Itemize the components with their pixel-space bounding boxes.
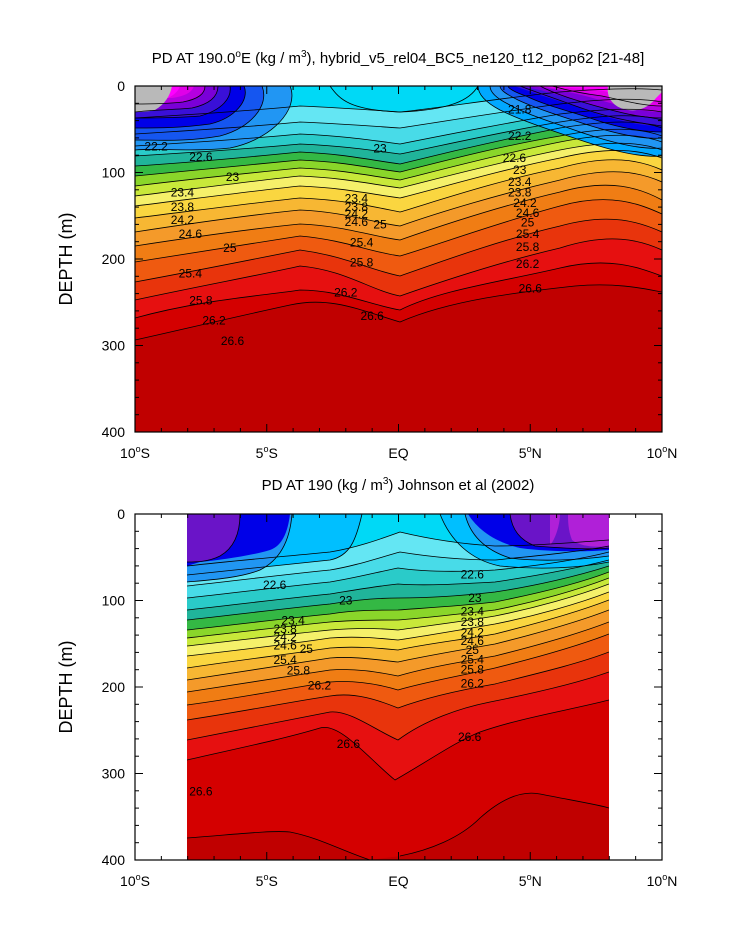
contour-label: 23: [373, 141, 387, 155]
contour-label: 22.6: [503, 151, 527, 165]
contour-label: 23.8: [345, 200, 369, 214]
contour-label: 24.2: [274, 630, 298, 644]
contour-label: 25.4: [179, 267, 203, 281]
contour-label: 26.6: [337, 737, 361, 751]
contour-label: 23.8: [508, 185, 532, 199]
y-tick-label: 200: [102, 679, 126, 695]
contour-label: 25.4: [350, 236, 374, 250]
contour-label: 26.2: [334, 286, 358, 300]
contour-label: 23: [339, 594, 353, 608]
contour-label: 22.6: [189, 150, 213, 164]
contour-label: 25: [373, 217, 387, 231]
contour-label: 25.8: [350, 255, 374, 269]
contour-label: 25.8: [189, 294, 213, 308]
x-tick-label: 5oN: [519, 444, 542, 461]
y-tick-label: 0: [117, 506, 125, 522]
contour-label: 24.6: [345, 215, 369, 229]
contour-label: 23.4: [281, 613, 305, 627]
contour-label: 23.8: [171, 200, 195, 214]
contour-label: 25.4: [516, 227, 540, 241]
chart-title-1: PD AT 190.0oE (kg / m3), hybrid_v5_rel04…: [152, 49, 645, 67]
contour-label: 26.2: [516, 257, 540, 271]
x-tick-label: 10oN: [647, 444, 678, 461]
y-tick-label: 400: [102, 852, 126, 868]
contour-label: 22.2: [144, 140, 168, 154]
contour-label: 25.8: [461, 663, 485, 677]
x-tick-label: 5oN: [519, 872, 542, 889]
y-tick-label: 200: [102, 251, 126, 267]
contour-label: 26.6: [221, 334, 245, 348]
contour-label: 24.2: [461, 626, 485, 640]
contour-label: 25.4: [461, 652, 485, 666]
contour-label: 25.8: [516, 240, 540, 254]
contour-label: 23: [513, 163, 527, 177]
contour-label: 26.6: [519, 281, 543, 295]
x-tick-label: EQ: [388, 873, 408, 889]
contour-label: 26.6: [189, 785, 213, 799]
chart-title-2: PD AT 190 (kg / m3) Johnson et al (2002): [262, 476, 535, 494]
y-axis-label-1: DEPTH (m): [56, 213, 76, 306]
y-axis-label-2: DEPTH (m): [56, 641, 76, 734]
contour-label: 26.2: [461, 677, 485, 691]
y-tick-label: 100: [102, 165, 126, 181]
y-tick-label: 300: [102, 338, 126, 354]
contour-label: 23.4: [461, 605, 485, 619]
contour-label: 24.6: [274, 638, 298, 652]
y-tick-label: 100: [102, 593, 126, 609]
contour-label: 26.2: [308, 678, 332, 692]
contour-label: 25.8: [287, 664, 311, 678]
contour-label: 26.2: [202, 313, 226, 327]
contour-label: 23: [468, 591, 482, 605]
contour-field-2: [187, 514, 609, 860]
x-tick-label: 5oS: [256, 872, 278, 889]
y-tick-label: 300: [102, 766, 126, 782]
contour-label: 22.6: [263, 578, 287, 592]
contour-label: 23.4: [345, 191, 369, 205]
contour-label: 26.6: [360, 309, 384, 323]
x-tick-label: 10oS: [120, 444, 150, 461]
contour-label: 25: [466, 643, 480, 657]
contour-label: 25.4: [274, 653, 298, 667]
x-tick-label: 10oN: [647, 872, 678, 889]
contour-label: 24.6: [179, 227, 203, 241]
contour-label: 25: [223, 241, 237, 255]
contour-label: 24.6: [461, 634, 485, 648]
x-tick-label: EQ: [388, 445, 408, 461]
contour-label: 22.6: [461, 568, 485, 582]
contour-label: 24.2: [513, 196, 537, 210]
contour-label: 24.2: [345, 207, 369, 221]
contour-label: 24.6: [516, 206, 540, 220]
contour-label: 21.8: [508, 102, 532, 116]
contour-label: 23.4: [508, 175, 532, 189]
contour-label: 22.2: [508, 129, 532, 143]
contour-label: 25: [521, 216, 535, 230]
contour-label: 23.4: [171, 185, 195, 199]
y-tick-label: 400: [102, 424, 126, 440]
contour-label: 24.2: [171, 213, 195, 227]
y-tick-label: 0: [117, 78, 125, 94]
x-tick-label: 5oS: [256, 444, 278, 461]
contour-label: 26.6: [458, 730, 482, 744]
contour-field-1: [135, 86, 662, 432]
contour-label: 25: [300, 642, 314, 656]
contour-label: 23.8: [274, 622, 298, 636]
contour-label: 23.8: [461, 615, 485, 629]
contour-label: 23: [226, 170, 240, 184]
x-tick-label: 10oS: [120, 872, 150, 889]
